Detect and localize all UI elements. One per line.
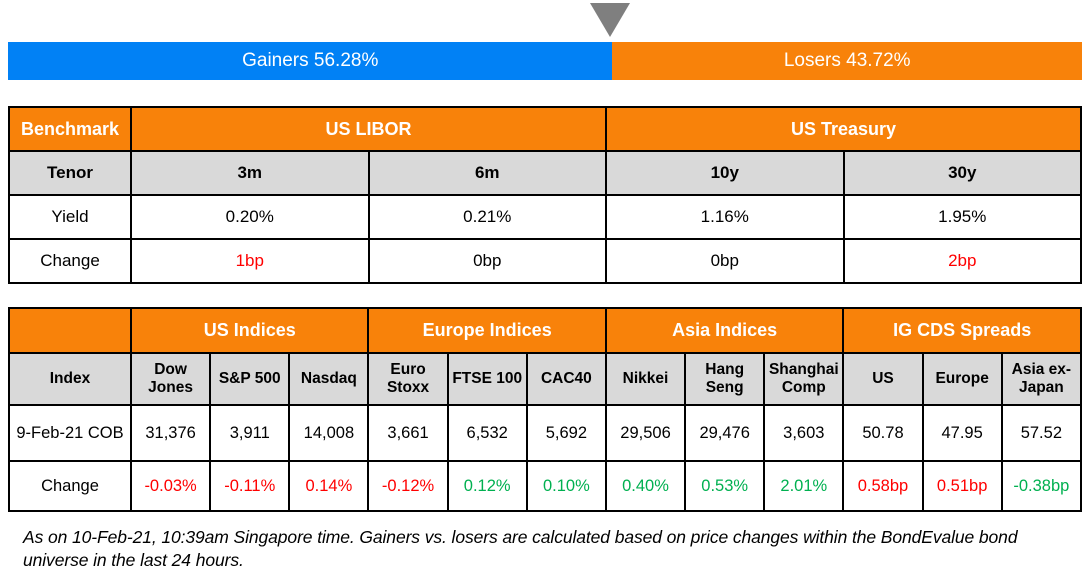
- yield-row: Yield 0.20% 0.21% 1.16% 1.95%: [8, 194, 1082, 240]
- tenor-row: Tenor 3m 6m 10y 30y: [8, 150, 1082, 196]
- ig-cds-spreads-group-header: IG CDS Spreads: [842, 307, 1082, 354]
- indices-change-row: Change -0.03% -0.11% 0.14% -0.12% 0.12% …: [8, 460, 1083, 512]
- col-header-shanghai-comp: Shanghai Comp: [763, 352, 845, 406]
- value-cell-ftse100: 6,532: [446, 404, 528, 462]
- change-cell-3m: 1bp: [130, 238, 370, 284]
- indices-value-row: 9-Feb-21 COB 31,376 3,911 14,008 3,661 6…: [8, 404, 1083, 462]
- footnote-line-1: As on 10-Feb-21, 10:39am Singapore time.…: [23, 527, 1018, 547]
- benchmark-change-row: Change 1bp 0bp 0bp 2bp: [8, 238, 1082, 284]
- value-cell-nasdaq: 14,008: [288, 404, 370, 462]
- benchmark-header-row: Benchmark US LIBOR US Treasury: [8, 106, 1082, 152]
- indices-corner-cell: [8, 307, 132, 354]
- change-cell-sp500: -0.11%: [209, 460, 291, 512]
- col-header-europe-cds: Europe: [921, 352, 1003, 406]
- losers-bar-segment: Losers 43.72%: [612, 42, 1082, 80]
- value-cell-shanghai-comp: 3,603: [763, 404, 845, 462]
- col-header-asia-ex-japan-cds: Asia ex-Japan: [1000, 352, 1083, 406]
- change-cell-ftse100: 0.12%: [446, 460, 528, 512]
- value-cell-dow-jones: 31,376: [129, 404, 212, 462]
- us-treasury-group-header: US Treasury: [605, 106, 1082, 152]
- col-header-dow-jones: Dow Jones: [129, 352, 212, 406]
- change-cell-shanghai-comp: 2.01%: [763, 460, 845, 512]
- value-cell-sp500: 3,911: [209, 404, 291, 462]
- change-cell-6m: 0bp: [367, 238, 607, 284]
- yield-label-cell: Yield: [8, 194, 132, 240]
- change-cell-nikkei: 0.40%: [604, 460, 687, 512]
- footnote: As on 10-Feb-21, 10:39am Singapore time.…: [23, 526, 1075, 572]
- col-header-nasdaq: Nasdaq: [288, 352, 370, 406]
- value-cell-euro-stoxx: 3,661: [367, 404, 449, 462]
- yield-cell-3m: 0.20%: [130, 194, 370, 240]
- benchmark-table: Benchmark US LIBOR US Treasury Tenor 3m …: [8, 106, 1082, 284]
- benchmark-corner-cell: Benchmark: [8, 106, 132, 152]
- value-cell-cac40: 5,692: [525, 404, 607, 462]
- change-cell-hang-seng: 0.53%: [684, 460, 766, 512]
- col-header-sp500: S&P 500: [209, 352, 291, 406]
- indices-change-label-cell: Change: [8, 460, 132, 512]
- tenor-cell-10y: 10y: [605, 150, 845, 196]
- change-cell-cac40: 0.10%: [525, 460, 607, 512]
- change-cell-10y: 0bp: [605, 238, 845, 284]
- change-cell-us-cds: 0.58bp: [842, 460, 924, 512]
- value-cell-europe-cds: 47.95: [921, 404, 1003, 462]
- change-cell-dow-jones: -0.03%: [129, 460, 212, 512]
- value-cell-us-cds: 50.78: [842, 404, 924, 462]
- col-header-nikkei: Nikkei: [604, 352, 687, 406]
- tenor-label-cell: Tenor: [8, 150, 132, 196]
- index-label-cell: Index: [8, 352, 132, 406]
- asia-indices-group-header: Asia Indices: [604, 307, 845, 354]
- losers-label: Losers 43.72%: [783, 50, 911, 71]
- change-cell-nasdaq: 0.14%: [288, 460, 370, 512]
- footnote-line-2: universe in the last 24 hours.: [23, 550, 244, 570]
- marker-triangle-icon: [590, 3, 630, 37]
- gainers-bar-segment: Gainers 56.28%: [8, 42, 613, 80]
- change-cell-euro-stoxx: -0.12%: [367, 460, 449, 512]
- yield-cell-10y: 1.16%: [605, 194, 845, 240]
- indices-table: US Indices Europe Indices Asia Indices I…: [8, 307, 1083, 512]
- col-header-cac40: CAC40: [525, 352, 607, 406]
- col-header-ftse100: FTSE 100: [446, 352, 528, 406]
- us-libor-group-header: US LIBOR: [130, 106, 607, 152]
- date-label-cell: 9-Feb-21 COB: [8, 404, 132, 462]
- yield-cell-6m: 0.21%: [367, 194, 607, 240]
- col-header-us-cds: US: [842, 352, 924, 406]
- value-cell-nikkei: 29,506: [604, 404, 687, 462]
- col-header-euro-stoxx: Euro Stoxx: [367, 352, 449, 406]
- yield-cell-30y: 1.95%: [842, 194, 1082, 240]
- value-cell-hang-seng: 29,476: [684, 404, 766, 462]
- gainers-label: Gainers 56.28%: [242, 50, 379, 71]
- tenor-cell-3m: 3m: [130, 150, 370, 196]
- gainers-losers-bar: Gainers 56.28% Losers 43.72%: [8, 42, 1082, 80]
- indices-group-header-row: US Indices Europe Indices Asia Indices I…: [8, 307, 1082, 354]
- us-indices-group-header: US Indices: [129, 307, 370, 354]
- tenor-cell-30y: 30y: [842, 150, 1082, 196]
- col-header-hang-seng: Hang Seng: [684, 352, 766, 406]
- europe-indices-group-header: Europe Indices: [367, 307, 607, 354]
- change-cell-asia-ex-japan-cds: -0.38bp: [1000, 460, 1083, 512]
- index-header-row: Index Dow Jones S&P 500 Nasdaq Euro Stox…: [8, 352, 1083, 406]
- tenor-cell-6m: 6m: [367, 150, 607, 196]
- change-cell-30y: 2bp: [842, 238, 1082, 284]
- change-cell-europe-cds: 0.51bp: [921, 460, 1003, 512]
- change-label-cell: Change: [8, 238, 132, 284]
- value-cell-asia-ex-japan-cds: 57.52: [1000, 404, 1083, 462]
